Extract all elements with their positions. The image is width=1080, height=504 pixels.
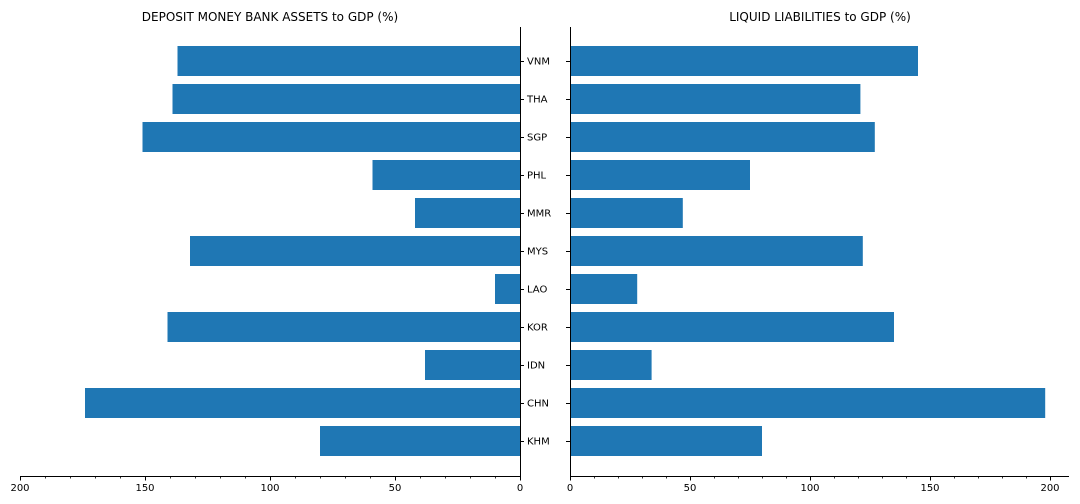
category-label-lao: LAO [527,285,547,296]
left-xtick-label: 100 [260,483,279,494]
left-bar-idn [425,350,520,380]
left-bar-vnm [177,46,520,76]
right-bar-mys [570,236,863,266]
category-labels: KHM CHN IDN KOR LAO MYS MMR PHL SGP THA VNM [526,57,551,448]
category-label-kor: KOR [527,323,548,334]
category-label-sgp: SGP [527,133,547,144]
left-bars-group [85,46,520,456]
right-bar-lao [570,274,638,304]
left-bar-khm [320,426,520,456]
left-xtick-label: 150 [135,483,154,494]
right-bar-kor [570,312,894,342]
left-bar-phl [372,160,520,190]
right-bar-sgp [570,122,875,152]
left-bar-chn [85,388,520,418]
right-xtick-label: 200 [1040,483,1059,494]
right-xtick-label: 150 [920,483,939,494]
category-label-khm: KHM [527,437,550,448]
left-bar-sgp [142,122,520,152]
right-bars-group [570,46,1046,456]
right-x-axis: 0 50 100 150 200 [566,27,1069,494]
left-bar-lao [495,274,520,304]
left-bar-mmr [415,198,520,228]
right-bar-vnm [570,46,918,76]
left-xtick-label: 50 [389,483,402,494]
category-label-mmr: MMR [527,209,551,220]
category-label-tha: THA [526,95,548,106]
left-x-axis: 200 150 100 50 0 [10,27,524,494]
left-bar-mys [190,236,520,266]
category-label-mys: MYS [527,247,548,258]
left-chart-panel: DEPOSIT MONEY BANK ASSETS to GDP (%) 200… [10,10,524,494]
right-bar-idn [570,350,652,380]
right-chart-panel: LIQUID LIABILITIES to GDP (%) 0 50 100 150 2… [566,10,1069,494]
category-label-phl: PHL [527,171,547,182]
left-xtick-label: 200 [10,483,29,494]
category-label-vnm: VNM [527,57,550,68]
right-bar-phl [570,160,750,190]
right-xtick-label: 50 [684,483,697,494]
right-xtick-label: 0 [567,483,573,494]
right-bar-khm [570,426,762,456]
category-label-idn: IDN [527,361,545,372]
right-bar-chn [570,388,1046,418]
left-chart-title: DEPOSIT MONEY BANK ASSETS to GDP (%) [142,10,398,24]
right-bar-tha [570,84,861,114]
category-label-chn: CHN [527,399,549,410]
right-xtick-label: 100 [800,483,819,494]
left-xtick-label: 0 [517,483,523,494]
left-bar-kor [167,312,520,342]
right-chart-title: LIQUID LIABILITIES to GDP (%) [729,10,911,24]
left-bar-tha [172,84,520,114]
right-bar-mmr [570,198,683,228]
